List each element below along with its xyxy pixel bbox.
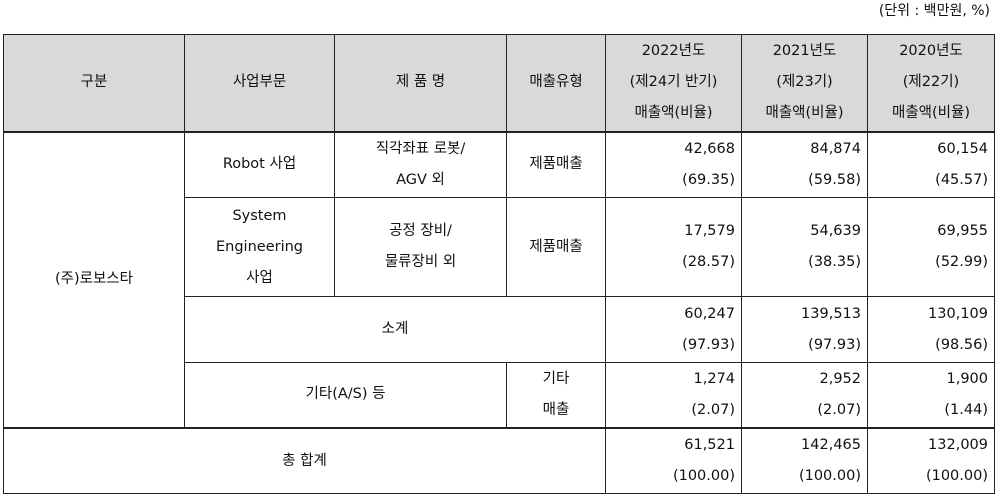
- metric-label: 매출액(비율): [765, 105, 844, 122]
- total-label: 총 합계: [3, 427, 606, 495]
- unit-note: (단위 : 백만원, %): [878, 3, 990, 19]
- value-cell-2021: 142,465 (100.00): [741, 427, 868, 495]
- total-row: 총 합계 61,521 (100.00) 142,465 (100.00) 13…: [3, 427, 995, 495]
- header-year-2021: 2021년도 (제23기) 매출액(비율): [741, 34, 868, 133]
- value-cell-2022: 61,521 (100.00): [605, 427, 742, 495]
- value-cell-2021: 84,874 (59.58): [741, 130, 868, 199]
- period-label: (제23기): [776, 74, 833, 91]
- value-cell-2022: 1,274 (2.07): [605, 361, 742, 429]
- value-cell-2020: 130,109 (98.56): [867, 296, 995, 363]
- value-cell-2022: 42,668 (69.35): [605, 130, 742, 199]
- value-cell-2020: 69,955 (52.99): [867, 197, 995, 298]
- business-cell: System Engineering 사업: [184, 197, 335, 298]
- product-cell: 공정 장비/ 물류장비 외: [334, 197, 507, 298]
- header-year-2020: 2020년도 (제22기) 매출액(비율): [867, 34, 995, 133]
- sales-type-cell: 제품매출: [506, 197, 606, 298]
- product-cell: 직각좌표 로봇/ AGV 외: [334, 130, 507, 199]
- sales-type-cell: 제품매출: [506, 130, 606, 199]
- header-row: 구분 사업부문 제 품 명 매출유형 2022년도 (제24기 반기) 매출액(…: [3, 34, 995, 133]
- value-cell-2020: 132,009 (100.00): [867, 427, 995, 495]
- table-row: (주)로보스타 Robot 사업 직각좌표 로봇/ AGV 외 제품매출 42,…: [3, 130, 995, 429]
- other-label: 기타(A/S) 등: [184, 361, 507, 429]
- value-cell-2022: 17,579 (28.57): [605, 197, 742, 298]
- year-label: 2022년도: [641, 43, 706, 60]
- header-product: 제 품 명: [334, 34, 507, 133]
- period-label: (제22기): [902, 74, 960, 91]
- year-label: 2021년도: [772, 43, 837, 60]
- subtotal-row: 소계 60,247 (97.93) 139,513 (97.93) 130,10…: [4, 296, 995, 363]
- subtotal-label: 소계: [184, 296, 606, 363]
- company-name: (주)로보스타: [3, 131, 185, 429]
- header-division: 구분: [3, 34, 185, 133]
- business-cell: Robot 사업: [184, 130, 335, 199]
- metric-label: 매출액(비율): [634, 105, 713, 122]
- header-business: 사업부문: [184, 34, 335, 133]
- sales-table: 구분 사업부문 제 품 명 매출유형 2022년도 (제24기 반기) 매출액(…: [3, 34, 995, 495]
- value-cell-2020: 1,900 (1.44): [867, 361, 995, 429]
- year-label: 2020년도: [899, 43, 963, 60]
- metric-label: 매출액(비율): [891, 105, 970, 122]
- value-cell-2022: 60,247 (97.93): [605, 296, 742, 363]
- value-cell-2021: 54,639 (38.35): [741, 197, 868, 298]
- value-cell-2020: 60,154 (45.57): [867, 130, 995, 199]
- header-year-2022: 2022년도 (제24기 반기) 매출액(비율): [605, 34, 742, 133]
- sales-type-cell: 기타 매출: [506, 361, 606, 429]
- table-row: System Engineering 사업 공정 장비/ 물류장비 외 제품매출…: [4, 197, 995, 298]
- other-row: 기타(A/S) 등 기타 매출 1,274 (2.07) 2,952 (2.07…: [4, 361, 995, 429]
- value-cell-2021: 2,952 (2.07): [741, 361, 868, 429]
- value-cell-2021: 139,513 (97.93): [741, 296, 868, 363]
- header-sales-type: 매출유형: [506, 34, 606, 133]
- period-label: (제24기 반기): [629, 74, 718, 91]
